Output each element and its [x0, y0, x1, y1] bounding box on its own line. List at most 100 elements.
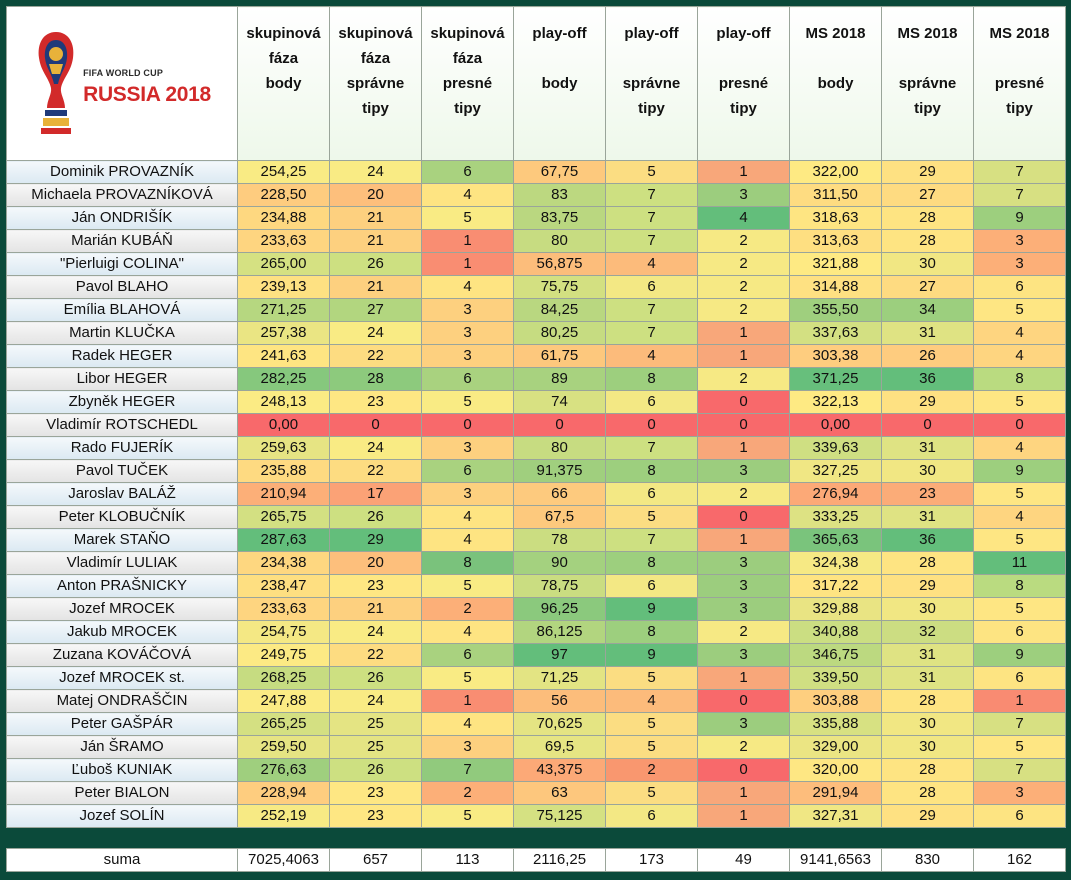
- value-cell[interactable]: 23: [881, 482, 974, 506]
- value-cell[interactable]: 311,50: [789, 183, 882, 207]
- value-cell[interactable]: 7: [973, 758, 1066, 782]
- value-cell[interactable]: 75,75: [513, 275, 606, 299]
- sum-value[interactable]: 173: [605, 848, 698, 872]
- value-cell[interactable]: 4: [973, 344, 1066, 368]
- value-cell[interactable]: 9: [605, 643, 698, 667]
- value-cell[interactable]: 248,13: [237, 390, 330, 414]
- sum-value[interactable]: 113: [421, 848, 514, 872]
- value-cell[interactable]: 86,125: [513, 620, 606, 644]
- value-cell[interactable]: 259,50: [237, 735, 330, 759]
- value-cell[interactable]: 5: [605, 735, 698, 759]
- sum-value[interactable]: 162: [973, 848, 1066, 872]
- value-cell[interactable]: 83: [513, 183, 606, 207]
- value-cell[interactable]: 27: [329, 298, 422, 322]
- value-cell[interactable]: 3: [697, 574, 790, 598]
- value-cell[interactable]: 7: [605, 298, 698, 322]
- value-cell[interactable]: 7: [605, 183, 698, 207]
- value-cell[interactable]: 7: [973, 160, 1066, 184]
- value-cell[interactable]: 61,75: [513, 344, 606, 368]
- value-cell[interactable]: 26: [329, 758, 422, 782]
- value-cell[interactable]: 74: [513, 390, 606, 414]
- value-cell[interactable]: 3: [421, 482, 514, 506]
- sum-value[interactable]: 830: [881, 848, 974, 872]
- value-cell[interactable]: 26: [329, 252, 422, 276]
- value-cell[interactable]: 27: [881, 275, 974, 299]
- value-cell[interactable]: 6: [421, 367, 514, 391]
- value-cell[interactable]: 7: [973, 712, 1066, 736]
- participant-name[interactable]: Ľuboš KUNIAK: [6, 758, 238, 782]
- value-cell[interactable]: 346,75: [789, 643, 882, 667]
- value-cell[interactable]: 5: [973, 597, 1066, 621]
- value-cell[interactable]: 322,00: [789, 160, 882, 184]
- sum-value[interactable]: 7025,4063: [237, 848, 330, 872]
- value-cell[interactable]: 7: [605, 528, 698, 552]
- value-cell[interactable]: 3: [697, 183, 790, 207]
- value-cell[interactable]: 5: [605, 781, 698, 805]
- value-cell[interactable]: 321,88: [789, 252, 882, 276]
- value-cell[interactable]: 25: [329, 712, 422, 736]
- value-cell[interactable]: 43,375: [513, 758, 606, 782]
- value-cell[interactable]: 2: [697, 275, 790, 299]
- value-cell[interactable]: 322,13: [789, 390, 882, 414]
- value-cell[interactable]: 5: [421, 666, 514, 690]
- value-cell[interactable]: 1: [697, 781, 790, 805]
- value-cell[interactable]: 4: [605, 689, 698, 713]
- value-cell[interactable]: 23: [329, 781, 422, 805]
- participant-name[interactable]: Marián KUBÁŇ: [6, 229, 238, 253]
- value-cell[interactable]: 28: [881, 206, 974, 230]
- value-cell[interactable]: 4: [605, 344, 698, 368]
- value-cell[interactable]: 28: [881, 689, 974, 713]
- value-cell[interactable]: 71,25: [513, 666, 606, 690]
- value-cell[interactable]: 28: [881, 229, 974, 253]
- value-cell[interactable]: 70,625: [513, 712, 606, 736]
- value-cell[interactable]: 2: [697, 482, 790, 506]
- value-cell[interactable]: 30: [881, 712, 974, 736]
- value-cell[interactable]: 3: [973, 229, 1066, 253]
- sum-value[interactable]: 9141,6563: [789, 848, 882, 872]
- value-cell[interactable]: 78: [513, 528, 606, 552]
- value-cell[interactable]: 84,25: [513, 298, 606, 322]
- value-cell[interactable]: 371,25: [789, 367, 882, 391]
- participant-name[interactable]: Jaroslav BALÁŽ: [6, 482, 238, 506]
- value-cell[interactable]: 365,63: [789, 528, 882, 552]
- value-cell[interactable]: 3: [973, 781, 1066, 805]
- value-cell[interactable]: 67,75: [513, 160, 606, 184]
- value-cell[interactable]: 26: [881, 344, 974, 368]
- value-cell[interactable]: 335,88: [789, 712, 882, 736]
- value-cell[interactable]: 0: [881, 413, 974, 437]
- value-cell[interactable]: 327,25: [789, 459, 882, 483]
- value-cell[interactable]: 89: [513, 367, 606, 391]
- value-cell[interactable]: 5: [605, 666, 698, 690]
- value-cell[interactable]: 210,94: [237, 482, 330, 506]
- participant-name[interactable]: Vladimír ROTSCHEDL: [6, 413, 238, 437]
- value-cell[interactable]: 4: [421, 620, 514, 644]
- participant-name[interactable]: Ján ŠRAMO: [6, 735, 238, 759]
- value-cell[interactable]: 5: [973, 482, 1066, 506]
- value-cell[interactable]: 8: [605, 551, 698, 575]
- participant-name[interactable]: Anton PRAŠNICKY: [6, 574, 238, 598]
- value-cell[interactable]: 80: [513, 436, 606, 460]
- value-cell[interactable]: 235,88: [237, 459, 330, 483]
- value-cell[interactable]: 23: [329, 804, 422, 828]
- value-cell[interactable]: 6: [605, 482, 698, 506]
- participant-name[interactable]: Matej ONDRAŠČIN: [6, 689, 238, 713]
- value-cell[interactable]: 4: [421, 505, 514, 529]
- participant-name[interactable]: Jozef SOLÍN: [6, 804, 238, 828]
- value-cell[interactable]: 233,63: [237, 597, 330, 621]
- value-cell[interactable]: 291,94: [789, 781, 882, 805]
- value-cell[interactable]: 21: [329, 275, 422, 299]
- value-cell[interactable]: 340,88: [789, 620, 882, 644]
- value-cell[interactable]: 6: [421, 459, 514, 483]
- value-cell[interactable]: 320,00: [789, 758, 882, 782]
- value-cell[interactable]: 30: [881, 252, 974, 276]
- value-cell[interactable]: 5: [973, 528, 1066, 552]
- participant-name[interactable]: Marek STAŇO: [6, 528, 238, 552]
- value-cell[interactable]: 303,88: [789, 689, 882, 713]
- value-cell[interactable]: 4: [421, 528, 514, 552]
- value-cell[interactable]: 6: [421, 160, 514, 184]
- value-cell[interactable]: 3: [421, 344, 514, 368]
- value-cell[interactable]: 26: [329, 505, 422, 529]
- value-cell[interactable]: 66: [513, 482, 606, 506]
- value-cell[interactable]: 25: [329, 735, 422, 759]
- value-cell[interactable]: 1: [973, 689, 1066, 713]
